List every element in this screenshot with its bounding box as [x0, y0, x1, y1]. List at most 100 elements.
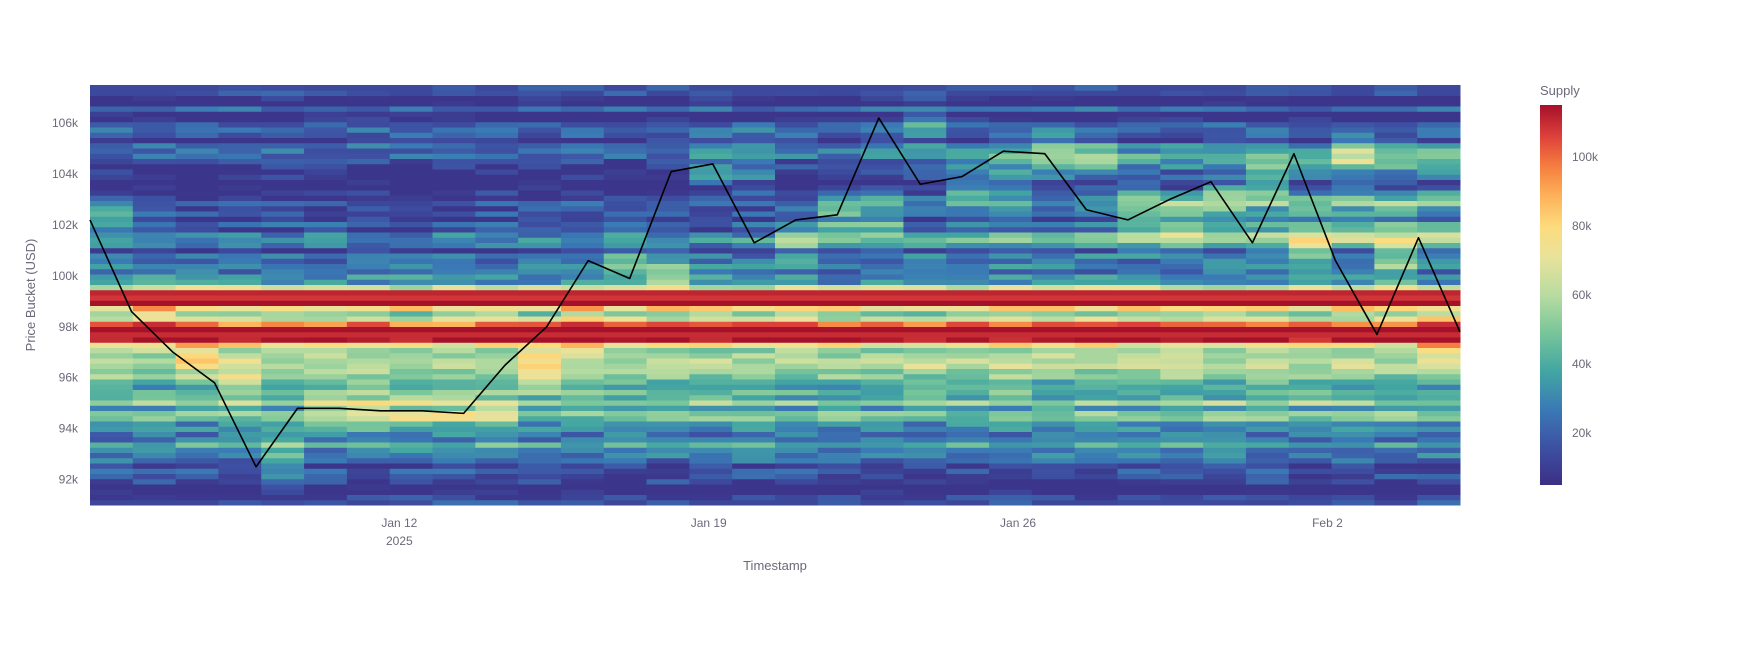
heatmap-cell: [1075, 374, 1118, 380]
heatmap-cell: [775, 432, 818, 438]
heatmap-cell: [475, 405, 518, 411]
heatmap-cell: [689, 90, 732, 96]
heatmap-cell: [1075, 447, 1118, 453]
heatmap-cell: [732, 405, 775, 411]
heatmap-cell: [946, 463, 989, 469]
heatmap-cell: [475, 432, 518, 438]
heatmap-cell: [347, 201, 390, 207]
heatmap-cell: [133, 500, 176, 506]
heatmap-cell: [1417, 148, 1460, 154]
heatmap-cell: [861, 327, 904, 333]
heatmap-cell: [1118, 453, 1161, 459]
heatmap-cell: [518, 85, 561, 91]
heatmap-cell: [1374, 237, 1417, 243]
heatmap-cell: [433, 426, 476, 432]
heatmap-cell: [989, 90, 1032, 96]
heatmap-cell: [1118, 300, 1161, 306]
heatmap-cell: [176, 458, 219, 464]
heatmap-cell: [433, 195, 476, 201]
heatmap-cell: [1246, 269, 1289, 275]
heatmap-cell: [1118, 117, 1161, 123]
heatmap-cell: [1160, 405, 1203, 411]
heatmap-cell: [90, 416, 133, 422]
heatmap-cell: [304, 316, 347, 322]
heatmap-cell: [946, 143, 989, 149]
heatmap-cell: [1332, 405, 1375, 411]
heatmap-cell: [518, 117, 561, 123]
heatmap-cell: [818, 311, 861, 317]
heatmap-cell: [90, 395, 133, 401]
heatmap-cell: [946, 96, 989, 102]
heatmap-cell: [133, 269, 176, 275]
heatmap-cell: [1289, 311, 1332, 317]
heatmap-cell: [133, 106, 176, 112]
heatmap-cell: [1246, 132, 1289, 138]
heatmap-cell: [861, 117, 904, 123]
heatmap-cell: [1332, 337, 1375, 343]
heatmap-cell: [1032, 274, 1075, 280]
heatmap-cell: [518, 127, 561, 133]
heatmap-cell: [176, 295, 219, 301]
heatmap-cell: [347, 363, 390, 369]
heatmap-cell: [1417, 306, 1460, 312]
heatmap-cell: [989, 222, 1032, 228]
heatmap-cell: [218, 216, 261, 222]
heatmap-cell: [261, 201, 304, 207]
heatmap-cell: [689, 132, 732, 138]
y-tick-label: 100k: [52, 269, 79, 283]
heatmap-cell: [304, 264, 347, 270]
heatmap-cell: [1374, 153, 1417, 159]
heatmap-cell: [1118, 421, 1161, 427]
heatmap-cell: [861, 484, 904, 490]
heatmap-cell: [347, 400, 390, 406]
heatmap-cell: [604, 243, 647, 249]
heatmap-cell: [518, 279, 561, 285]
heatmap-cell: [218, 453, 261, 459]
heatmap-cell: [1246, 216, 1289, 222]
heatmap-cell: [732, 127, 775, 133]
heatmap-cell: [90, 111, 133, 117]
heatmap-cell: [304, 432, 347, 438]
heatmap-cell: [1203, 227, 1246, 233]
heatmap-cell: [647, 90, 690, 96]
heatmap-cell: [261, 411, 304, 417]
heatmap-cell: [90, 211, 133, 217]
heatmap-cell: [775, 258, 818, 264]
heatmap-cell: [518, 395, 561, 401]
heatmap-cell: [347, 290, 390, 296]
heatmap-cell: [90, 400, 133, 406]
heatmap-cell: [775, 306, 818, 312]
heatmap-cell: [732, 432, 775, 438]
heatmap-cell: [433, 222, 476, 228]
heatmap-cell: [176, 405, 219, 411]
heatmap-cell: [1417, 400, 1460, 406]
heatmap-cell: [561, 237, 604, 243]
heatmap-cell: [1246, 279, 1289, 285]
heatmap-cell: [433, 237, 476, 243]
heatmap-cell: [90, 479, 133, 485]
heatmap-cell: [176, 447, 219, 453]
heatmap-cell: [304, 180, 347, 186]
heatmap-chart[interactable]: 92k94k96k98k100k102k104k106kPrice Bucket…: [0, 0, 1759, 650]
heatmap-cell: [176, 337, 219, 343]
heatmap-cell: [1032, 369, 1075, 375]
heatmap-cell: [475, 148, 518, 154]
heatmap-cell: [861, 295, 904, 301]
heatmap-cell: [1374, 463, 1417, 469]
heatmap-cell: [304, 500, 347, 506]
heatmap-cell: [390, 453, 433, 459]
heatmap-cell: [390, 316, 433, 322]
heatmap-cell: [861, 342, 904, 348]
heatmap-cell: [861, 169, 904, 175]
heatmap-cell: [1118, 122, 1161, 128]
heatmap-cell: [1032, 232, 1075, 238]
heatmap-cell: [90, 369, 133, 375]
heatmap-cell: [218, 395, 261, 401]
heatmap-cell: [861, 348, 904, 354]
heatmap-cell: [518, 164, 561, 170]
heatmap-cell: [176, 400, 219, 406]
heatmap-cell: [818, 106, 861, 112]
heatmap-cell: [946, 117, 989, 123]
heatmap-cell: [1118, 248, 1161, 254]
heatmap-cell: [347, 164, 390, 170]
